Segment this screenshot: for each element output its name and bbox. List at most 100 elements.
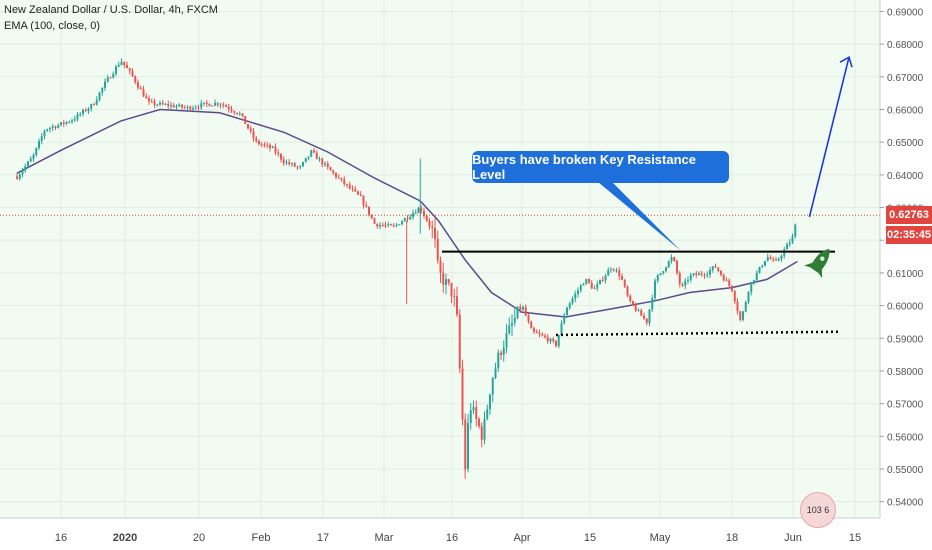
candle-body (379, 224, 381, 227)
candle-body (156, 104, 159, 106)
candle-body (788, 242, 791, 245)
candle-body (711, 266, 714, 271)
candle-body (337, 177, 340, 179)
bar-countdown-value: 02:35:45 (886, 229, 932, 242)
candle-body (244, 116, 247, 125)
candle-body (728, 280, 731, 286)
candle-body (249, 128, 252, 132)
candle-body (695, 273, 698, 276)
candle-body (505, 333, 508, 348)
y-tick-label: 0.61000 (887, 269, 924, 280)
candle-body (731, 285, 733, 291)
candle-body (205, 102, 208, 104)
candle-body (390, 224, 392, 226)
candle-body (46, 129, 49, 131)
candle-body (733, 290, 736, 302)
candle-body (563, 315, 566, 324)
candle-body (260, 144, 263, 146)
candle-body (186, 106, 189, 108)
candle-body (43, 130, 46, 137)
candle-body (321, 158, 324, 165)
candle-body (29, 158, 32, 162)
candle-body (362, 196, 365, 206)
candle-body (370, 214, 373, 219)
candle-body (670, 257, 673, 262)
candle-body (183, 107, 186, 109)
candle-body (79, 113, 82, 115)
candle-body (21, 170, 24, 175)
candle-body (546, 337, 549, 342)
candle-body (263, 144, 266, 146)
candle-body (769, 257, 772, 260)
y-tick-label: 0.66000 (887, 105, 924, 116)
candle-body (500, 352, 502, 355)
x-tick-label: 17 (317, 532, 329, 544)
candle-body (791, 236, 794, 243)
candle-body (681, 284, 684, 286)
candle-body (219, 104, 222, 106)
candle-body (535, 331, 538, 334)
candle-body (604, 275, 607, 281)
candle-body (659, 273, 662, 276)
candle-body (637, 310, 640, 312)
candle-body (577, 290, 579, 294)
candle-body (387, 224, 390, 226)
candle-body (401, 221, 403, 225)
candle-body (38, 141, 40, 148)
candle-body (95, 99, 98, 105)
candle-body (222, 104, 225, 106)
candle-body (211, 105, 214, 107)
candle-body (425, 215, 428, 221)
candle-body (189, 106, 192, 110)
candle-body (137, 82, 139, 88)
last-price-value: 0.62763 (889, 209, 929, 222)
y-tick-label: 0.64000 (887, 171, 924, 182)
candle-body (73, 119, 76, 121)
candle-body (750, 282, 753, 293)
candle-body (700, 273, 703, 275)
candle-body (483, 418, 486, 440)
candle-body (684, 280, 687, 286)
candle-body (582, 283, 585, 286)
candle-body (593, 288, 596, 290)
candle-body (98, 92, 101, 100)
candle-body (145, 96, 148, 99)
candle-body (560, 323, 563, 335)
candle-body (62, 122, 65, 124)
candle-body (640, 310, 643, 316)
candle-body (607, 270, 610, 276)
ema-layer (16, 108, 798, 318)
indicator-title: EMA (100, close, 0) (4, 20, 100, 32)
candle-body (579, 285, 582, 291)
candle-body (434, 227, 436, 239)
candle-body (247, 124, 249, 129)
candle-body (65, 121, 68, 124)
candle-body (139, 87, 142, 90)
candle-body (541, 334, 544, 336)
candle-body (689, 274, 692, 280)
candle-body (761, 265, 764, 267)
candle-body (16, 176, 18, 179)
candle-body (665, 267, 667, 272)
candle-body (150, 101, 153, 103)
candle-body (172, 105, 175, 108)
y-tick-label: 0.57000 (887, 400, 924, 411)
candle-body (310, 150, 313, 157)
candle-body (720, 271, 722, 275)
candle-body (623, 279, 626, 287)
candle-body (742, 311, 744, 320)
y-tick-label: 0.56000 (887, 432, 924, 443)
candle-body (252, 131, 255, 139)
x-tick-label: Mar (375, 532, 394, 544)
candle-body (192, 108, 194, 110)
candle-body (753, 280, 755, 283)
rocket-body (810, 248, 830, 274)
candle-body (744, 302, 747, 312)
candle-body (238, 113, 241, 115)
candle-body (304, 157, 307, 163)
annotation-callout[interactable]: Buyers have broken Key Resistance Level (472, 151, 729, 183)
candle-body (351, 188, 354, 190)
candle-body (236, 112, 238, 115)
candle-body (32, 154, 35, 159)
